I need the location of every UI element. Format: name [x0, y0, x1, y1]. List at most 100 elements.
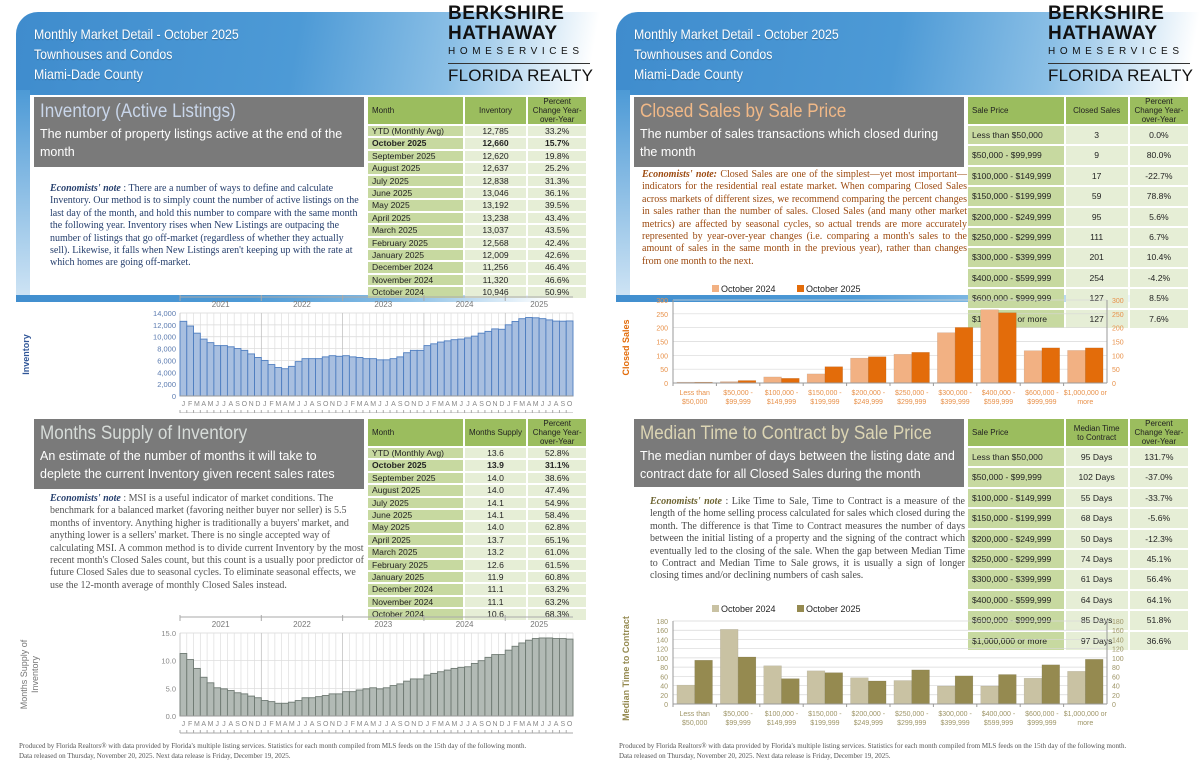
y-tick-label-left: 200: [656, 326, 668, 333]
bar-october-2025: [954, 675, 974, 705]
row-pct-change: 61.0%: [528, 547, 586, 558]
y-tick-label-left: 0: [664, 381, 668, 388]
x-tick-label: $999,999: [1027, 720, 1056, 727]
table-row: $50,000 - $99,999 9 80.0%: [968, 146, 1188, 165]
bar-october-2025: [694, 659, 713, 705]
bar-inventory: [504, 324, 513, 397]
row-value: 12,620: [464, 150, 527, 162]
year-label: 2022: [293, 620, 311, 629]
y-tick-label-left: 250: [656, 312, 668, 319]
y-tick-label-right: 140: [1112, 637, 1124, 644]
month-label: N: [249, 721, 254, 728]
row-pct-change: -37.0%: [1129, 468, 1188, 487]
row-pct-change: -22.7%: [1129, 166, 1188, 186]
x-tick-label: $400,000 -: [982, 390, 1016, 397]
msi-economist-note: Economists' note : MSI is a useful indic…: [50, 493, 365, 592]
row-pct-change: 63.2%: [528, 596, 586, 608]
row-pct-change: 80.0%: [1129, 146, 1188, 165]
bar-msi: [450, 667, 459, 717]
closed-sales-chart: October 2024 October 2025 0 0 50 50 100 100 150 1…: [621, 284, 1124, 406]
month-label: S: [398, 721, 403, 728]
month-label: A: [527, 401, 532, 408]
bar-inventory: [348, 356, 357, 397]
row-label: May 2025: [368, 522, 463, 533]
row-label: August 2025: [368, 485, 463, 496]
row-value: 12,568: [464, 237, 527, 249]
row-value: 12,637: [464, 163, 527, 174]
row-value: 13.2: [464, 547, 527, 558]
month-label: A: [554, 721, 559, 728]
bar-msi: [254, 697, 262, 717]
x-tick-label: $599,999: [984, 720, 1013, 727]
y-axis-title: Closed Sales: [621, 319, 631, 375]
row-pct-change: 7.6%: [1129, 309, 1188, 329]
month-label: O: [404, 401, 410, 408]
bar-october-2025: [998, 312, 1017, 384]
legend-swatch: [797, 285, 804, 292]
x-tick-label: $149,999: [767, 399, 796, 406]
y-tick-label-right: 180: [1112, 619, 1124, 626]
row-value: 12,785: [464, 126, 527, 137]
logo-divider: [1048, 63, 1190, 64]
month-label: J: [344, 401, 348, 408]
month-label: O: [242, 401, 248, 408]
row-pct-change: -4.2%: [1129, 268, 1188, 288]
msi-description: An estimate of the number of months it w…: [40, 449, 335, 481]
bar-october-2024: [806, 670, 826, 705]
property-type: Townhouses and Condos: [634, 46, 773, 62]
month-label: A: [364, 721, 369, 728]
logo-line-1: BERKSHIRE: [448, 3, 565, 24]
month-label: M: [275, 401, 281, 408]
inventory-title-box: Inventory (Active Listings) The number o…: [34, 97, 364, 167]
month-label: N: [330, 721, 335, 728]
x-tick-label: $99,999: [725, 399, 750, 406]
month-label: J: [426, 401, 430, 408]
x-tick-label: $999,999: [1027, 399, 1056, 406]
row-value: 14.0: [464, 522, 527, 533]
bar-october-2024: [763, 376, 782, 384]
month-label: A: [472, 401, 477, 408]
table-row: $100,000 - $149,999 17 -22.7%: [968, 166, 1188, 186]
row-value: 12.6: [464, 559, 527, 571]
month-label: J: [378, 721, 382, 728]
x-tick-label: $50,000 -: [723, 390, 753, 397]
bar-inventory: [321, 356, 330, 397]
table-row: YTD (Monthly Avg) 13.6 52.8%: [368, 448, 586, 459]
mtc-title-box: Median Time to Contract by Sale Price Th…: [634, 419, 964, 487]
msi-table-body: YTD (Monthly Avg) 13.6 52.8% October 2025 13…: [368, 448, 586, 620]
bar-october-2025: [1041, 347, 1060, 384]
year-label: 2023: [374, 620, 392, 629]
month-label: J: [541, 401, 545, 408]
y-tick-label-left: 80: [660, 665, 668, 672]
msi-table: Month Months Supply Percent Change Year-…: [366, 417, 588, 622]
bar-inventory: [254, 357, 262, 397]
month-label: O: [567, 721, 573, 728]
month-label: O: [323, 401, 329, 408]
year-label: 2024: [456, 620, 474, 629]
bar-msi: [213, 687, 222, 717]
table-row: $600,000 - $999,999 85 Days 51.8%: [968, 611, 1188, 630]
month-label: J: [459, 721, 463, 728]
logo-line-3: HOMESERVICES: [1048, 46, 1184, 57]
table-row: August 2025 12,637 25.2%: [368, 163, 586, 174]
table-row: November 2024 11.1 63.2%: [368, 596, 586, 608]
bar-inventory: [437, 341, 445, 397]
y-tick-label-right: 50: [1112, 367, 1120, 374]
y-tick-label-right: 100: [1112, 353, 1124, 360]
bar-inventory: [464, 337, 472, 397]
table-row: $150,000 - $199,999 68 Days -5.6%: [968, 509, 1188, 528]
bar-inventory: [396, 356, 405, 397]
month-label: J: [304, 721, 308, 728]
row-pct-change: 31.3%: [528, 175, 586, 187]
month-label: S: [317, 721, 322, 728]
row-value: 13,037: [464, 225, 527, 236]
row-pct-change: 58.4%: [528, 510, 586, 521]
y-axis-title-text: Inventory: [30, 655, 40, 693]
bar-msi: [233, 692, 242, 717]
row-pct-change: 39.5%: [528, 200, 586, 211]
bar-msi: [531, 638, 540, 717]
bar-msi: [477, 660, 486, 717]
bar-inventory: [206, 342, 215, 397]
bar-msi: [558, 638, 567, 717]
